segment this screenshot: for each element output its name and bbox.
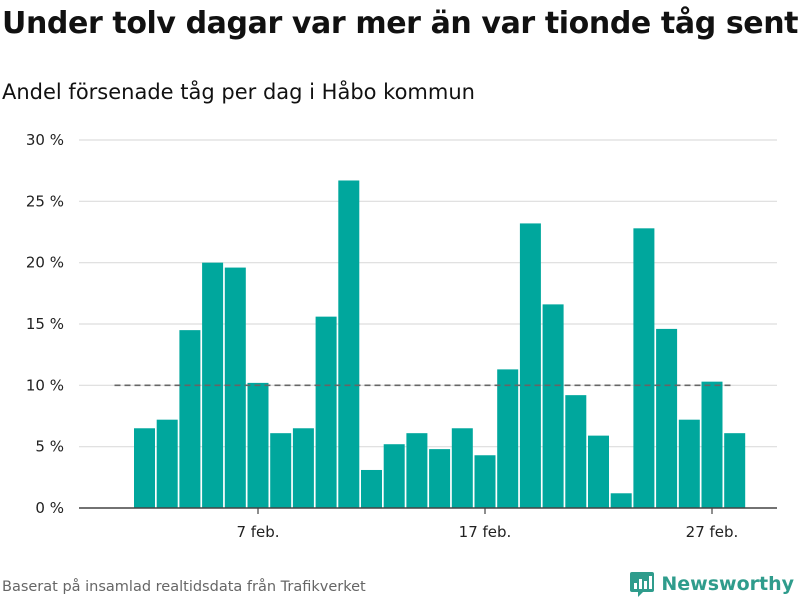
bar [474,455,496,508]
bar [247,382,269,508]
bar [565,395,587,508]
bar [724,433,746,508]
x-tick-label: 27 feb. [686,523,739,541]
bar [610,493,632,508]
bar [519,223,541,508]
y-tick-label: 10 % [26,376,64,394]
bar [633,228,655,508]
bar [315,316,337,508]
bar [383,444,405,508]
bar [406,433,428,508]
bar [429,449,451,508]
x-tick-label: 17 feb. [459,523,512,541]
bar [292,428,314,508]
chart-subtitle: Andel försenade tåg per dag i Håbo kommu… [2,80,475,104]
source-note: Baserat på insamlad realtidsdata från Tr… [2,579,366,595]
bar [270,433,292,508]
bar [361,469,382,508]
y-tick-label: 0 % [35,499,64,517]
y-tick-label: 20 % [26,254,64,272]
brand-name: Newsworthy [661,573,794,595]
bar [588,435,609,508]
chart-title: Under tolv dagar var mer än var tionde t… [2,6,799,41]
bar [134,428,155,508]
bar [156,419,178,508]
bar [179,330,201,508]
x-tick-label: 7 feb. [236,523,279,541]
bar [678,419,700,508]
bar [338,180,360,509]
y-tick-label: 30 % [26,131,64,149]
bar-chart: 0 % 5 % 10 % 15 % 20 % 25 % 30 % 7 feb. 17 feb. 2… [26,131,777,541]
bar [224,267,246,508]
bar [497,369,519,508]
y-tick-label: 25 % [26,192,64,210]
bar [542,304,564,508]
bar [701,381,723,508]
y-tick-label: 15 % [26,315,64,333]
brand-logo: Newsworthy [629,570,794,598]
bar [656,328,678,508]
y-tick-label: 5 % [35,438,64,456]
newsworthy-logo-icon [630,572,655,597]
bar [202,262,224,508]
bar [451,428,473,508]
